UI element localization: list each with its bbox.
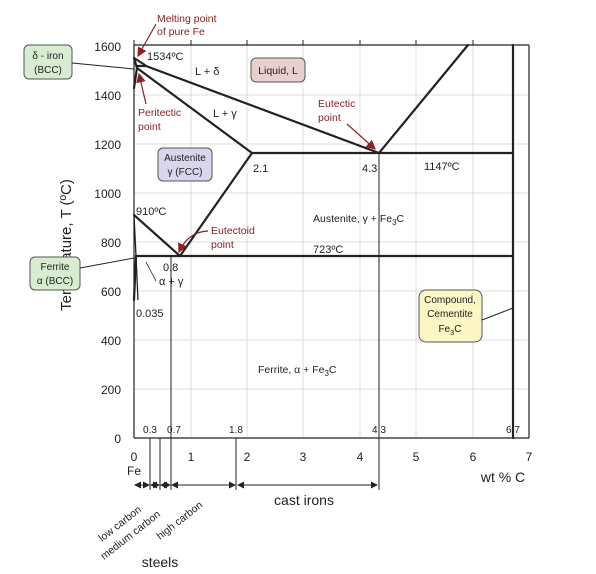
x-tick: 6 <box>470 450 477 464</box>
y-tick: 1400 <box>94 89 121 103</box>
label-0-035: 0.035 <box>136 308 164 320</box>
delta-iron-line2: (BCC) <box>34 65 62 76</box>
steel-labels: low carbon medium carbon high carbon <box>96 499 205 562</box>
ferrite-line2: α (BCC) <box>37 276 73 287</box>
label-0-8: 0.8 <box>163 262 178 274</box>
label-910: 910ºC <box>136 206 166 218</box>
eutectoid-annotation: Eutectoid point <box>178 225 255 254</box>
peritectic-annotation: Peritectic point <box>136 72 181 133</box>
label-723: 723ºC <box>313 244 343 256</box>
y-tick-labels: 0 200 400 600 800 1000 1200 1400 1600 <box>94 40 121 446</box>
delta-iron-line1: δ - iron <box>32 51 63 62</box>
top-tick: 4.3 <box>372 425 386 436</box>
high-carbon-label: high carbon <box>154 499 205 542</box>
a3-line <box>132 213 182 258</box>
eutectic-annotation: Eutectic point <box>318 98 376 150</box>
melting-point-line1: Melting point <box>157 13 217 25</box>
top-tick: 0.7 <box>167 425 181 436</box>
austenite-callout: Austenite γ (FCC) <box>157 147 213 182</box>
x-tick-labels: 0 1 2 3 4 5 6 7 <box>131 450 533 464</box>
alpha-boundary <box>132 254 138 302</box>
grid <box>134 45 529 438</box>
x-tick: 4 <box>357 450 364 464</box>
x-tick: 7 <box>526 450 533 464</box>
delta-gamma-boundary <box>132 66 139 90</box>
y-tick: 400 <box>101 334 121 348</box>
thin-boundaries <box>133 214 139 301</box>
label-ferrite-fe3c: Ferrite, α + Fe3C <box>258 364 337 378</box>
y-axis-label: Temperature, T (ºC) <box>58 179 75 311</box>
melting-point-line2: of pure Fe <box>157 26 205 38</box>
eutectoid-line1: Eutectoid <box>211 225 255 237</box>
label-alpha-gamma: α + γ <box>159 276 184 288</box>
y-tick: 800 <box>101 236 121 250</box>
eutectic-line2: point <box>318 112 341 124</box>
austenite-line2: γ (FCC) <box>168 167 203 178</box>
austenite-line1: Austenite <box>164 153 206 164</box>
delta-iron-callout: δ - iron (BCC) <box>23 44 135 80</box>
top-tick: 6.7 <box>506 425 520 436</box>
peritectic-line1: Peritectic <box>138 107 181 119</box>
compound-callout: Compound, Cementite Fe3C <box>418 289 514 343</box>
liquidus-cementite <box>377 43 470 155</box>
liquid-callout: Liquid, L <box>250 57 306 83</box>
label-l-delta: L + δ <box>195 66 219 78</box>
peritectic-line2: point <box>138 121 161 133</box>
top-composition-labels: 0.3 0.7 1.8 4.3 6.7 <box>143 425 520 436</box>
x-tick: 5 <box>413 450 420 464</box>
ferrite-line1: Ferrite <box>41 262 70 273</box>
alpha-gamma-leader <box>145 261 157 282</box>
top-tick-marks <box>133 40 474 45</box>
temp-1534: 1534ºC <box>147 51 183 63</box>
cast-irons-range: cast irons <box>237 481 378 508</box>
compound-line2: Cementite <box>427 309 473 320</box>
x-tick: 1 <box>188 450 195 464</box>
y-tick: 0 <box>114 432 121 446</box>
ferrite-callout: Ferrite α (BCC) <box>29 256 135 291</box>
axes-frame <box>133 44 530 439</box>
y-tick: 1200 <box>94 138 121 152</box>
y-tick: 1000 <box>94 187 121 201</box>
liquidus-austenite <box>144 64 381 155</box>
label-4-3: 4.3 <box>362 163 377 175</box>
acm-line <box>178 151 254 258</box>
eutectic-line1: Eutectic <box>318 98 355 110</box>
solidus-austenite <box>135 66 254 155</box>
label-1147: 1147ºC <box>424 161 460 173</box>
composition-markers <box>149 153 380 490</box>
label-l-gamma: L + γ <box>213 108 237 120</box>
x-tick: 3 <box>300 450 307 464</box>
steels-label: steels <box>142 554 179 570</box>
y-tick: 200 <box>101 383 121 397</box>
top-tick: 0.3 <box>143 425 157 436</box>
compound-line1: Compound, <box>424 295 476 306</box>
x-tick: 0 <box>131 450 138 464</box>
y-tick: 1600 <box>94 40 121 54</box>
top-tick: 1.8 <box>229 425 243 436</box>
label-2-1: 2.1 <box>253 163 268 175</box>
x-axis-unit: wt % C <box>480 469 525 485</box>
label-austenite-fe3c: Austenite, γ + Fe3C <box>313 213 405 227</box>
liquidus-delta <box>132 56 147 67</box>
y-tick: 600 <box>101 285 121 299</box>
phase-boundaries <box>132 43 515 440</box>
eutectoid-line2: point <box>211 239 234 251</box>
x-tick: 2 <box>244 450 251 464</box>
melting-point-annotation: Melting point of pure Fe <box>137 13 217 58</box>
cast-irons-label: cast irons <box>274 492 334 508</box>
liquid-label: Liquid, L <box>258 65 298 77</box>
x-origin-fe: Fe <box>127 464 141 478</box>
compound-line3: Fe3C <box>438 324 461 337</box>
